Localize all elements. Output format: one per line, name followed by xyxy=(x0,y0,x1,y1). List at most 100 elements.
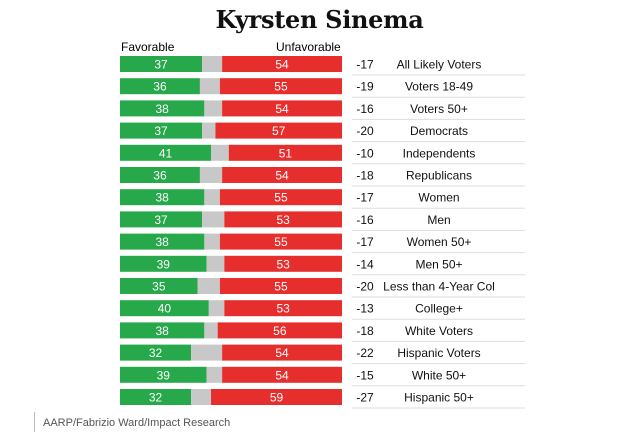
unfavorable-bar xyxy=(224,300,342,317)
unfavorable-value-label: 54 xyxy=(275,169,289,183)
unfavorable-bar xyxy=(222,56,342,72)
net-value-label: -22 xyxy=(356,346,374,360)
favorable-value-label: 39 xyxy=(157,368,171,382)
favorable-value-label: 38 xyxy=(156,235,170,249)
favorable-value-label: 37 xyxy=(154,58,168,72)
unfavorable-bar xyxy=(219,278,342,294)
net-value-label: -20 xyxy=(356,124,374,138)
unfavorable-bar xyxy=(222,344,342,361)
favorable-value-label: 36 xyxy=(153,80,167,94)
unfavorable-value-label: 57 xyxy=(272,124,286,138)
net-value-label: -18 xyxy=(356,169,374,183)
no-opinion-bar xyxy=(208,300,225,317)
favorable-bar xyxy=(120,189,205,206)
unfavorable-bar xyxy=(217,322,342,339)
net-value-label: -17 xyxy=(356,191,374,205)
net-value-label: -19 xyxy=(356,80,374,94)
no-opinion-bar xyxy=(204,322,218,339)
unfavorable-bar xyxy=(222,100,342,117)
favorable-value-label: 38 xyxy=(156,102,170,116)
source-credit: AARP/Fabrizio Ward/Impact Research xyxy=(43,417,231,429)
favorable-value-label: 36 xyxy=(153,169,167,183)
favorable-value-label: 38 xyxy=(156,324,170,338)
group-label: Republicans xyxy=(406,169,472,183)
favorable-value-label: 38 xyxy=(156,191,170,205)
unfavorable-bar xyxy=(219,233,342,250)
favorable-bar xyxy=(120,389,192,405)
favorable-value-label: 37 xyxy=(154,213,168,227)
favorable-bar xyxy=(120,211,203,228)
no-opinion-bar xyxy=(211,144,229,161)
favorable-bar xyxy=(120,144,212,161)
net-value-label: -17 xyxy=(356,58,374,72)
no-opinion-bar xyxy=(199,78,220,95)
chart-title: Kyrsten Sinema xyxy=(215,5,424,34)
no-opinion-bar xyxy=(199,167,223,183)
no-opinion-bar xyxy=(191,344,223,361)
no-opinion-bar xyxy=(206,366,223,383)
favorable-value-label: 32 xyxy=(149,346,163,360)
favorable-bar xyxy=(120,366,207,383)
net-value-label: -10 xyxy=(356,146,374,160)
no-opinion-bar xyxy=(204,233,220,250)
unfavorable-value-label: 54 xyxy=(275,58,289,72)
net-value-label: -20 xyxy=(356,280,374,294)
net-value-label: -18 xyxy=(356,324,374,338)
source-divider xyxy=(34,412,35,432)
unfavorable-value-label: 55 xyxy=(274,280,288,294)
unfavorable-value-label: 53 xyxy=(276,213,290,227)
no-opinion-bar xyxy=(202,56,223,72)
no-opinion-bar xyxy=(191,389,212,405)
unfavorable-bar xyxy=(219,189,342,206)
unfavorable-value-label: 55 xyxy=(274,191,288,205)
group-label: Hispanic 50+ xyxy=(404,391,474,405)
favorable-bar xyxy=(120,255,207,272)
no-opinion-bar xyxy=(202,211,225,228)
favorable-bar xyxy=(120,56,203,72)
unfavorable-value-label: 54 xyxy=(275,368,289,382)
favorable-value-label: 35 xyxy=(152,280,166,294)
favorable-bar xyxy=(120,344,192,361)
legend-favorable: Favorable xyxy=(121,40,175,54)
favorable-value-label: 40 xyxy=(158,302,172,316)
unfavorable-value-label: 53 xyxy=(276,302,290,316)
no-opinion-bar xyxy=(204,100,223,117)
favorable-value-label: 39 xyxy=(157,257,171,271)
unfavorable-value-label: 55 xyxy=(274,235,288,249)
favorable-bar xyxy=(120,167,200,183)
favorable-value-label: 32 xyxy=(149,391,163,405)
legend-unfavorable: Unfavorable xyxy=(276,40,341,54)
group-label: Less than 4-Year Col xyxy=(383,280,495,294)
unfavorable-bar xyxy=(211,389,342,405)
unfavorable-bar xyxy=(222,366,342,383)
unfavorable-bar xyxy=(228,144,342,161)
group-label: Women xyxy=(418,191,459,205)
group-label: Voters 50+ xyxy=(410,102,468,116)
net-value-label: -14 xyxy=(356,257,374,271)
unfavorable-bar xyxy=(224,255,342,272)
net-value-label: -17 xyxy=(356,235,374,249)
favorable-bar xyxy=(120,122,203,139)
favorable-bar xyxy=(120,233,205,250)
group-label: White 50+ xyxy=(412,368,466,382)
unfavorable-value-label: 56 xyxy=(273,324,287,338)
group-label: Women 50+ xyxy=(407,235,472,249)
net-value-label: -16 xyxy=(356,102,374,116)
favorable-bar xyxy=(120,322,205,339)
net-value-label: -16 xyxy=(356,213,374,227)
group-label: Men xyxy=(427,213,450,227)
no-opinion-bar xyxy=(197,278,220,294)
unfavorable-bar xyxy=(222,167,342,183)
unfavorable-value-label: 51 xyxy=(279,146,293,160)
no-opinion-bar xyxy=(206,255,225,272)
group-label: Voters 18-49 xyxy=(405,80,473,94)
unfavorable-value-label: 54 xyxy=(275,346,289,360)
net-value-label: -27 xyxy=(356,391,374,405)
group-label: All Likely Voters xyxy=(397,58,482,72)
group-label: College+ xyxy=(415,302,463,316)
group-label: Hispanic Voters xyxy=(397,346,480,360)
group-label: Men 50+ xyxy=(415,257,462,271)
favorable-bar xyxy=(120,278,198,294)
net-value-label: -13 xyxy=(356,302,374,316)
